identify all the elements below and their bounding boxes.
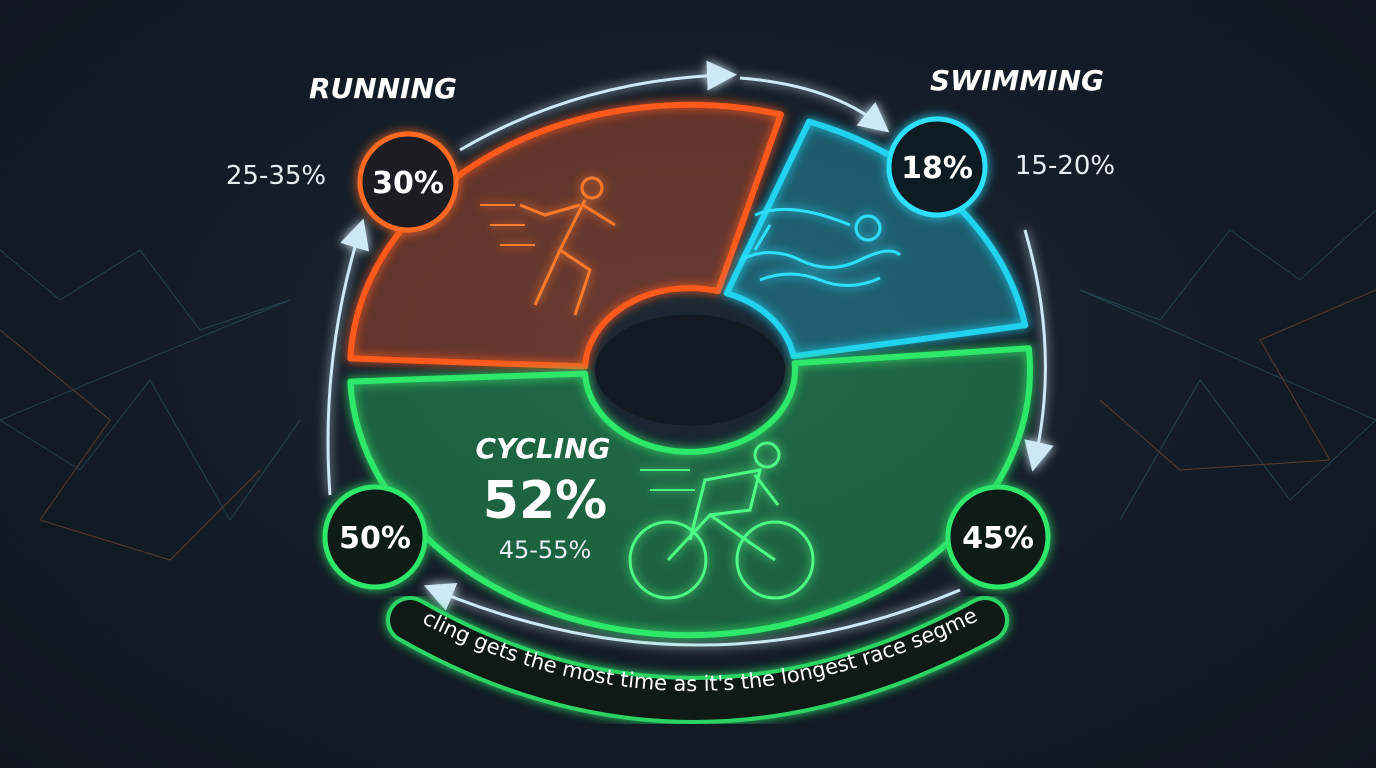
svg-text:30%: 30% bbox=[372, 166, 444, 201]
cyclist-icon bbox=[628, 441, 815, 600]
svg-text:18%: 18% bbox=[901, 151, 973, 186]
svg-text:45%: 45% bbox=[962, 521, 1034, 556]
cycling-range: 45-55% bbox=[499, 536, 592, 564]
cycling-badge-left: 50% bbox=[322, 484, 428, 590]
swimming-label: SWIMMING bbox=[930, 64, 1104, 97]
running-badge: 30% bbox=[357, 131, 459, 233]
flow-arrows bbox=[326, 60, 1054, 647]
cycling-label: CYCLING bbox=[475, 432, 610, 465]
swimming-badge: 18% bbox=[886, 116, 988, 218]
running-label: RUNNING bbox=[309, 72, 457, 105]
swimmer-icon bbox=[739, 207, 902, 287]
swimming-range: 15-20% bbox=[1015, 151, 1115, 181]
cycling-value: 52% bbox=[483, 471, 607, 531]
donut-hole bbox=[595, 314, 785, 426]
background-network bbox=[0, 209, 1376, 561]
running-range: 25-35% bbox=[226, 161, 326, 191]
cycling-badge-right: 45% bbox=[945, 484, 1051, 590]
svg-text:50%: 50% bbox=[339, 521, 411, 556]
runner-icon bbox=[480, 176, 616, 316]
